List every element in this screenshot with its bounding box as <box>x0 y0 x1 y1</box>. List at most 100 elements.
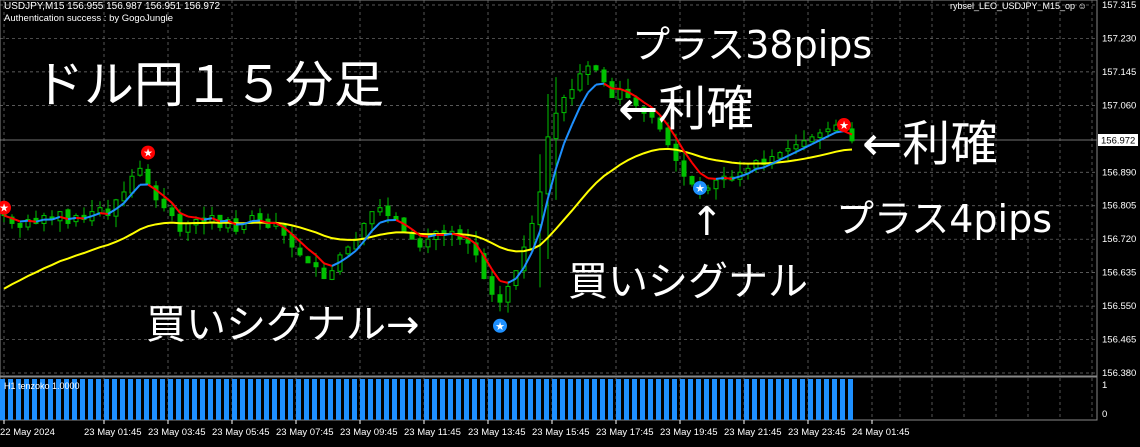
x-tick-label: 23 May 13:45 <box>468 427 526 438</box>
fast-ma-segment <box>675 137 685 152</box>
histogram-bar <box>136 379 141 420</box>
x-tick-label: 23 May 03:45 <box>148 427 206 438</box>
candle-body <box>569 89 575 99</box>
histogram-bar <box>48 379 53 420</box>
histogram-bar <box>0 379 5 420</box>
fast-ma-segment <box>707 177 717 180</box>
candle-body <box>305 256 311 264</box>
histogram-bar <box>616 379 621 420</box>
fast-ma-segment <box>619 87 629 93</box>
histogram-bar <box>760 379 765 420</box>
fast-ma-segment <box>363 230 373 242</box>
candle-body <box>9 216 15 224</box>
fast-ma-segment <box>211 217 221 223</box>
x-tick-label: 24 May 01:45 <box>852 427 910 438</box>
histogram-bar <box>168 379 173 420</box>
candle-body <box>521 246 527 272</box>
histogram-bar <box>288 379 293 420</box>
candle-body <box>657 117 663 130</box>
fast-ma-segment <box>739 172 749 178</box>
candle-body <box>577 73 583 91</box>
histogram-bar <box>344 379 349 420</box>
fast-ma-segment <box>35 218 45 223</box>
fast-ma-segment <box>771 158 781 165</box>
y-tick-label: 157.145 <box>1102 67 1136 78</box>
fast-ma-segment <box>299 240 309 250</box>
histogram-bar <box>520 379 525 420</box>
histogram-bar <box>672 379 677 420</box>
fast-ma-segment <box>11 217 21 223</box>
fast-ma-segment <box>67 216 77 221</box>
y-tick-label: 156.465 <box>1102 335 1136 346</box>
histogram-bar <box>120 379 125 420</box>
candle-body <box>561 96 567 114</box>
fast-ma-segment <box>107 208 117 215</box>
y-tick-label: 156.805 <box>1102 201 1136 212</box>
histogram-bar <box>448 379 453 420</box>
fast-ma-segment <box>379 219 389 224</box>
candle-body <box>297 247 303 256</box>
histogram-bar <box>72 379 77 420</box>
histogram-bar <box>96 379 101 420</box>
histogram-bar <box>200 379 205 420</box>
histogram-bar <box>800 379 805 420</box>
histogram-bar <box>408 379 413 420</box>
fast-ma-segment <box>19 219 29 223</box>
fast-ma-segment <box>507 277 517 284</box>
candle-body <box>57 211 63 222</box>
fast-ma-segment <box>403 223 413 231</box>
fast-ma-segment <box>99 212 109 215</box>
fast-ma-segment <box>555 143 565 169</box>
fast-ma-segment <box>27 219 37 223</box>
histogram-bar <box>144 379 149 420</box>
fast-ma-segment <box>755 166 765 170</box>
histogram-bar <box>608 379 613 420</box>
histogram-bar <box>240 379 245 420</box>
fast-ma-segment <box>699 172 709 180</box>
candle-body <box>545 136 551 195</box>
sub-scale-top: 1 <box>1102 380 1107 391</box>
fast-ma-segment <box>539 197 549 232</box>
y-tick-label: 156.380 <box>1102 368 1136 379</box>
candle-body <box>785 148 791 152</box>
candle-body <box>385 205 391 217</box>
histogram-bar <box>8 379 13 420</box>
candle-body <box>377 207 383 213</box>
histogram-bar <box>232 379 237 420</box>
histogram-bar <box>328 379 333 420</box>
histogram-bar <box>160 379 165 420</box>
histogram-bar <box>592 379 597 420</box>
histogram-bar <box>32 379 37 420</box>
candle-body <box>17 222 23 228</box>
sub-scale-bottom: 0 <box>1102 409 1107 420</box>
fast-ma-segment <box>483 255 493 271</box>
fast-ma-segment <box>691 162 701 174</box>
arrow-up-annotation: ↑ <box>690 199 724 245</box>
fast-ma-segment <box>339 255 349 263</box>
fast-ma-segment <box>283 226 293 236</box>
histogram-bar <box>184 379 189 420</box>
candle-body <box>601 69 607 83</box>
fast-ma-segment <box>259 219 269 224</box>
fast-ma-segment <box>203 217 213 221</box>
histogram-bar <box>464 379 469 420</box>
histogram-bar <box>216 379 221 420</box>
x-tick-label: 23 May 11:45 <box>404 427 461 438</box>
candle-body <box>553 112 559 140</box>
fast-ma-segment <box>395 219 405 225</box>
buy-signal-annotation-2: 買いシグナル→ <box>146 302 420 348</box>
histogram-bar <box>456 379 461 420</box>
histogram-bar <box>536 379 541 420</box>
fast-ma-segment <box>219 219 229 223</box>
histogram-bar <box>176 379 181 420</box>
candle-body <box>369 211 375 225</box>
histogram-bar <box>400 379 405 420</box>
profit-annotation-1: プラス38pips <box>632 23 873 67</box>
buy-signal-star-icon <box>693 181 707 196</box>
candle-body <box>497 294 503 303</box>
candle-body <box>65 209 71 224</box>
x-tick-label: 23 May 07:45 <box>276 427 334 438</box>
candle-body <box>25 219 31 228</box>
histogram-bar <box>424 379 429 420</box>
